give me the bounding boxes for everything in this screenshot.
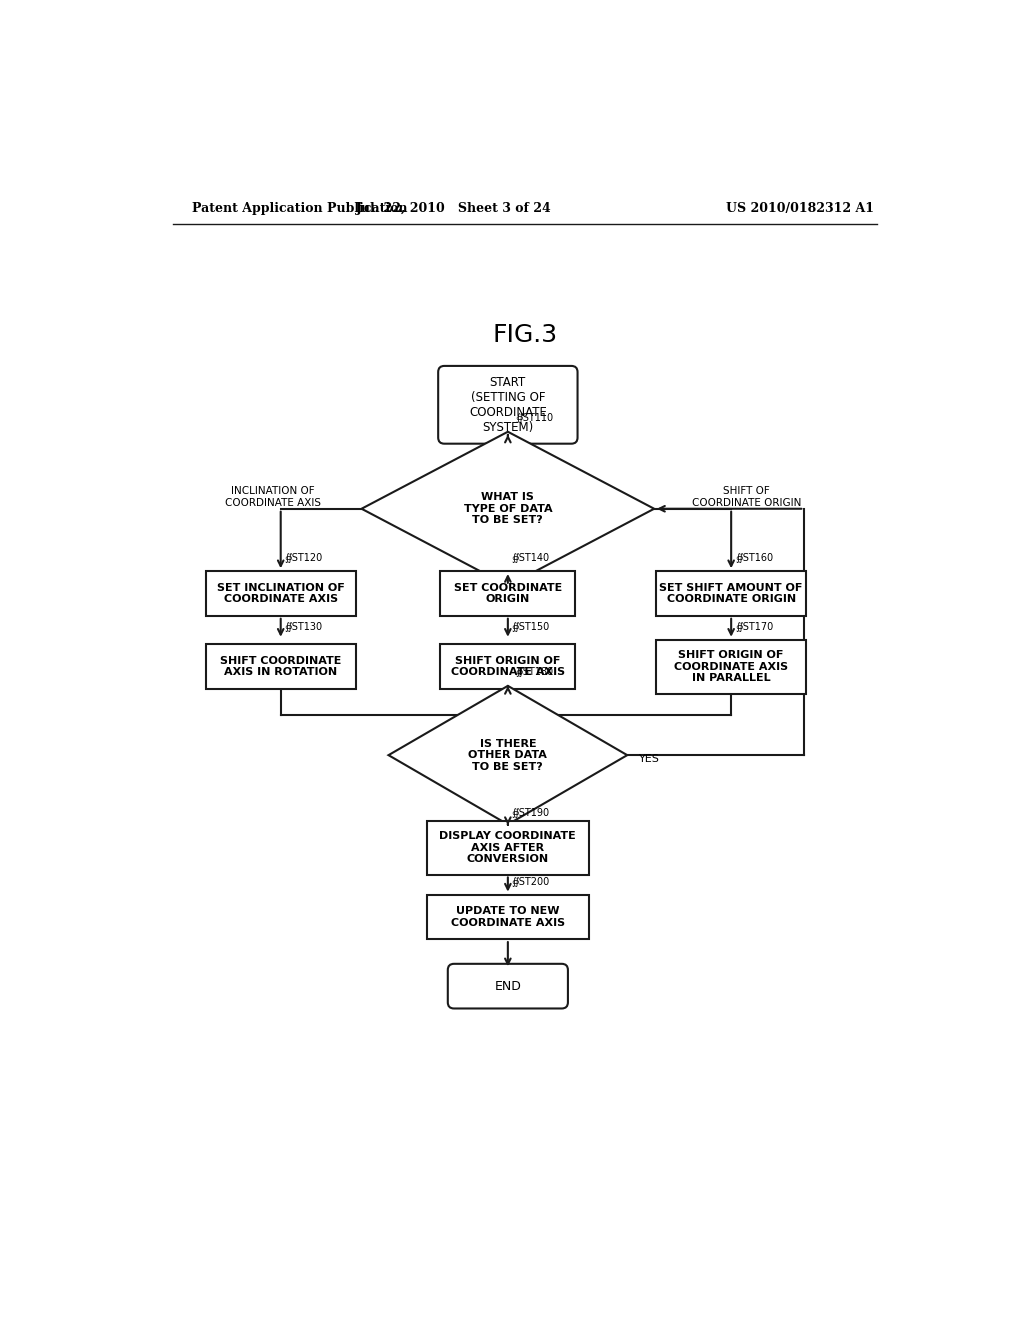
Text: ∯ST180: ∯ST180	[515, 667, 554, 677]
Text: UPDATE TO NEW
COORDINATE AXIS: UPDATE TO NEW COORDINATE AXIS	[451, 906, 565, 928]
Text: SHIFT OF
COORDINATE ORIGIN: SHIFT OF COORDINATE ORIGIN	[692, 486, 801, 508]
Text: ∯ST200: ∯ST200	[512, 876, 550, 887]
Text: ∯ST130: ∯ST130	[285, 622, 323, 632]
Bar	[206, 572, 355, 615]
Text: ∯ST110: ∯ST110	[515, 413, 554, 422]
Text: SHIFT ORIGIN OF
COORDINATE AXIS: SHIFT ORIGIN OF COORDINATE AXIS	[451, 656, 565, 677]
Text: ∯ST190: ∯ST190	[512, 808, 550, 817]
Text: WHAT IS
TYPE OF DATA
TO BE SET?: WHAT IS TYPE OF DATA TO BE SET?	[464, 492, 552, 525]
Bar	[206, 644, 355, 689]
Bar	[656, 572, 806, 615]
Text: Patent Application Publication: Patent Application Publication	[193, 202, 408, 215]
Text: END: END	[495, 979, 521, 993]
Text: COORDINATE
ORIGIN: COORDINATE ORIGIN	[477, 595, 546, 616]
Text: ∯ST170: ∯ST170	[735, 622, 773, 632]
Text: US 2010/0182312 A1: US 2010/0182312 A1	[726, 202, 874, 215]
Text: ∯ST120: ∯ST120	[285, 553, 323, 564]
Text: Jul. 22, 2010   Sheet 3 of 24: Jul. 22, 2010 Sheet 3 of 24	[356, 202, 552, 215]
Text: ∯ST160: ∯ST160	[735, 553, 773, 564]
Bar	[440, 644, 575, 689]
Text: SHIFT ORIGIN OF
COORDINATE AXIS
IN PARALLEL: SHIFT ORIGIN OF COORDINATE AXIS IN PARAL…	[674, 649, 788, 684]
Text: IS THERE
OTHER DATA
TO BE SET?: IS THERE OTHER DATA TO BE SET?	[468, 739, 547, 772]
Text: NO: NO	[471, 833, 488, 843]
Bar	[427, 821, 589, 875]
Text: SHIFT COORDINATE
AXIS IN ROTATION: SHIFT COORDINATE AXIS IN ROTATION	[220, 656, 341, 677]
Text: FIG.3: FIG.3	[493, 323, 557, 347]
Text: INCLINATION OF
COORDINATE AXIS: INCLINATION OF COORDINATE AXIS	[225, 486, 321, 508]
Text: DISPLAY COORDINATE
AXIS AFTER
CONVERSION: DISPLAY COORDINATE AXIS AFTER CONVERSION	[439, 832, 577, 865]
Text: ∯ST140: ∯ST140	[512, 553, 550, 564]
Bar	[427, 895, 589, 940]
Bar	[440, 572, 575, 615]
FancyBboxPatch shape	[447, 964, 568, 1008]
Polygon shape	[361, 432, 654, 586]
Text: SET COORDINATE
ORIGIN: SET COORDINATE ORIGIN	[454, 582, 562, 605]
Text: ∯ST150: ∯ST150	[512, 622, 550, 632]
Text: SET INCLINATION OF
COORDINATE AXIS: SET INCLINATION OF COORDINATE AXIS	[217, 582, 345, 605]
FancyBboxPatch shape	[438, 366, 578, 444]
Bar	[656, 640, 806, 693]
Text: SET SHIFT AMOUNT OF
COORDINATE ORIGIN: SET SHIFT AMOUNT OF COORDINATE ORIGIN	[659, 582, 803, 605]
Text: YES: YES	[639, 754, 659, 764]
Polygon shape	[388, 686, 628, 825]
Text: START
(SETTING OF
COORDINATE
SYSTEM): START (SETTING OF COORDINATE SYSTEM)	[469, 376, 547, 434]
